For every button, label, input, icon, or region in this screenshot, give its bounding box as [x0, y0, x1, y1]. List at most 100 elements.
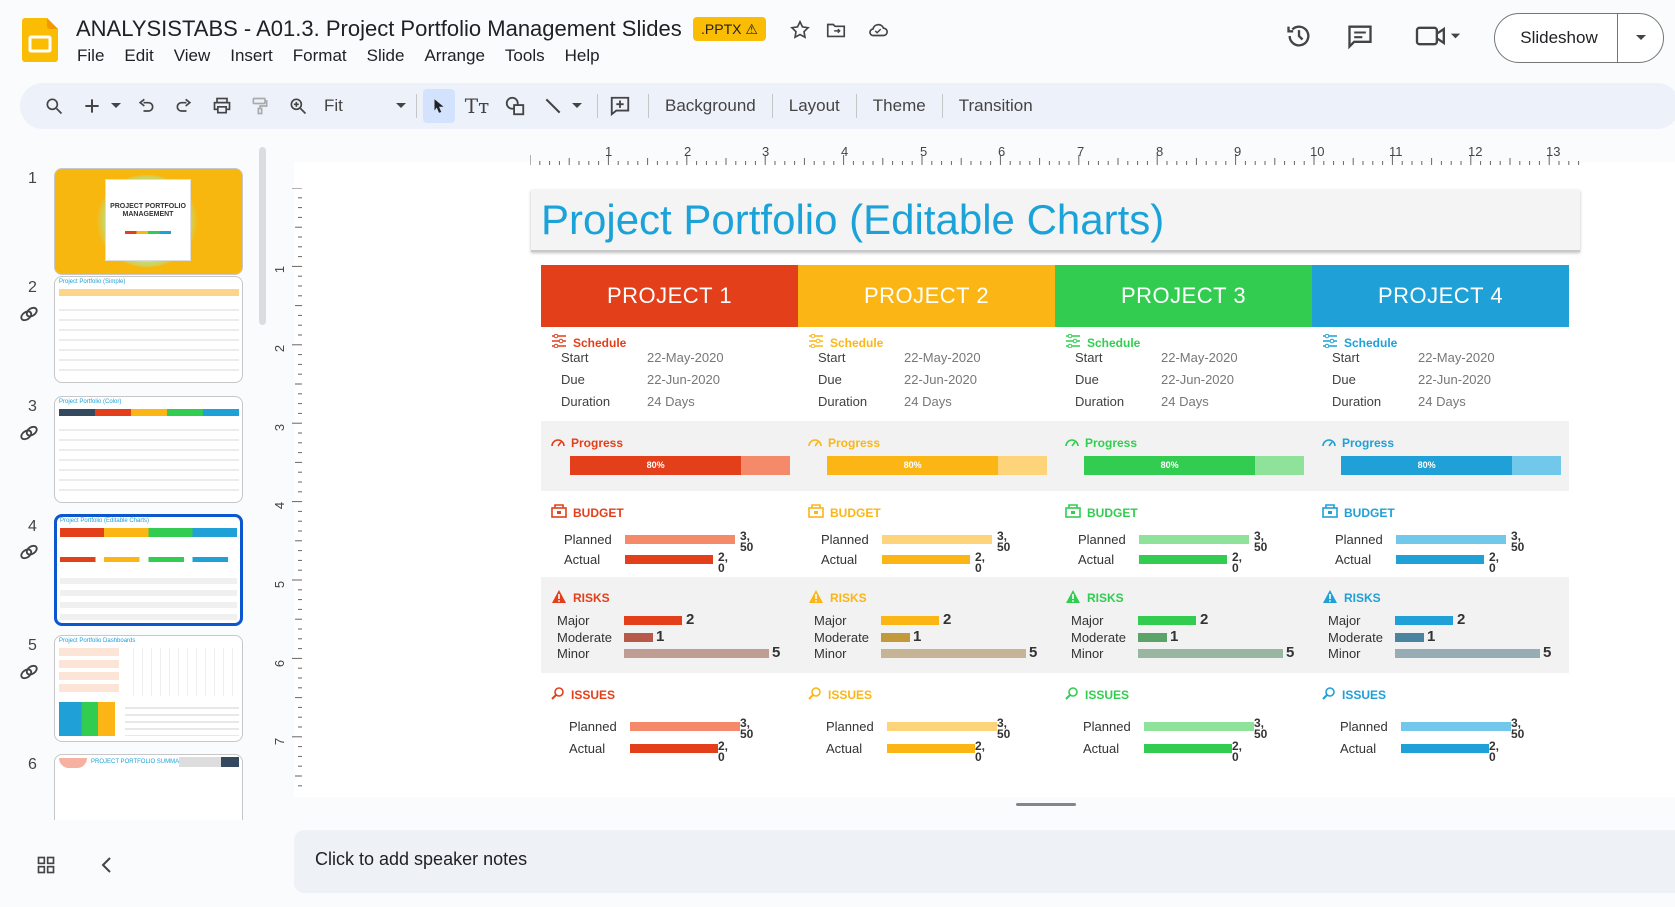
print-icon[interactable] — [206, 89, 238, 123]
project-header[interactable]: PROJECT 4 — [1312, 265, 1569, 327]
shape-icon[interactable] — [499, 89, 531, 123]
version-history-icon[interactable] — [1285, 22, 1313, 50]
duration-value: 24 Days — [1161, 394, 1209, 409]
wallet-icon — [551, 504, 567, 521]
star-icon[interactable] — [786, 16, 814, 44]
new-slide-dropdown-icon[interactable] — [108, 89, 124, 123]
linked-slide-icon[interactable] — [18, 422, 40, 444]
zoom-icon[interactable] — [282, 89, 314, 123]
pptx-format-badge[interactable]: .PPTX ⚠ — [693, 17, 766, 41]
slide-title[interactable]: Project Portfolio (Editable Charts) — [541, 196, 1165, 243]
paint-format-icon[interactable] — [244, 89, 276, 123]
slide-thumbnail-6[interactable]: PROJECT PORTFOLIO SUMMARY — [54, 754, 243, 820]
schedule-label: Schedule — [1087, 335, 1141, 350]
magnifier-icon — [1065, 686, 1079, 703]
text-box-icon[interactable]: Tт — [464, 94, 490, 118]
menu-insert[interactable]: Insert — [230, 46, 273, 65]
slide-title-box[interactable] — [531, 190, 1580, 252]
ruler-label: 3 — [762, 144, 770, 159]
schedule-label: Schedule — [830, 335, 884, 350]
theme-button[interactable]: Theme — [872, 96, 926, 115]
transition-button[interactable]: Transition — [958, 96, 1033, 115]
slideshow-button[interactable]: Slideshow — [1494, 13, 1664, 63]
thumb-caption: Project Portfolio (Editable Charts) — [60, 518, 150, 524]
slide-thumbnail-3[interactable]: Project Portfolio (Color) — [54, 396, 243, 503]
speaker-notes-placeholder[interactable]: Click to add speaker notes — [315, 849, 528, 869]
menu-format[interactable]: Format — [292, 46, 347, 65]
schedule-section — [1312, 327, 1569, 421]
speaker-notes-panel[interactable] — [294, 830, 1675, 893]
duration-value: 24 Days — [1418, 394, 1466, 409]
project-header[interactable]: PROJECT 1 — [541, 265, 798, 327]
menu-help[interactable]: Help — [564, 46, 600, 65]
collapse-filmstrip-icon[interactable] — [100, 856, 114, 874]
project-column-1[interactable]: PROJECT 1 Schedule Start 22-May-2020 Due… — [541, 265, 798, 765]
menu-view[interactable]: View — [173, 46, 211, 65]
menu-tools[interactable]: Tools — [504, 46, 545, 65]
slideshow-label[interactable]: Slideshow — [1520, 28, 1598, 47]
thumb-caption: PROJECT PORTFOLIO MANAGEMENT — [110, 203, 186, 218]
project-column-2[interactable]: PROJECT 2 Schedule Start 22-May-2020 Due… — [798, 265, 1055, 765]
gauge-icon — [1322, 435, 1336, 450]
project-header[interactable]: PROJECT 3 — [1055, 265, 1312, 327]
comments-icon[interactable] — [1346, 22, 1374, 50]
budget-actual-bar — [882, 555, 970, 564]
menu-file[interactable]: File — [77, 46, 105, 65]
budget-planned-bar — [625, 535, 735, 544]
slide-thumbnail-5[interactable]: Project Portfolio Dashboards — [54, 635, 243, 742]
zoom-select[interactable]: Fit — [320, 89, 410, 123]
ruler-label: 13 — [1546, 144, 1561, 159]
budget-planned-label: Planned — [821, 532, 869, 547]
due-label: Due — [561, 372, 585, 387]
project-column-3[interactable]: PROJECT 3 Schedule Start 22-May-2020 Due… — [1055, 265, 1312, 765]
document-title[interactable]: ANALYSISTABS - A01.3. Project Portfolio … — [76, 16, 682, 41]
slide-thumbnail-2[interactable]: Project Portfolio (Simple) — [54, 276, 243, 383]
new-slide-icon[interactable] — [76, 89, 108, 123]
start-date: 22-May-2020 — [904, 350, 981, 365]
cloud-status-icon[interactable] — [864, 16, 892, 44]
meet-camera-icon[interactable] — [1412, 22, 1464, 50]
issues-planned-label: Planned — [1340, 719, 1388, 734]
slideshow-dropdown-icon[interactable] — [1617, 14, 1663, 62]
horizontal-ruler[interactable] — [530, 143, 1580, 165]
thumb-table — [59, 301, 239, 377]
layout-button[interactable]: Layout — [788, 96, 840, 115]
slide-thumbnail-1[interactable]: PROJECT PORTFOLIO MANAGEMENT — [54, 168, 243, 275]
budget-actual-label: Actual — [564, 552, 601, 567]
issues-actual-value: 2,0 — [718, 741, 729, 761]
magnifier-icon — [551, 686, 565, 703]
menu-arrange[interactable]: Arrange — [424, 46, 485, 65]
gauge-icon — [1065, 435, 1079, 450]
insert-comment-icon[interactable] — [604, 89, 636, 123]
linked-slide-icon[interactable] — [18, 541, 40, 563]
schedule-icon — [808, 333, 824, 351]
grid-view-icon[interactable] — [36, 855, 56, 875]
menu-edit[interactable]: Edit — [124, 46, 154, 65]
budget-title: BUDGET — [1065, 504, 1138, 521]
linked-slide-icon[interactable] — [18, 303, 40, 325]
issues-actual-value: 2,0 — [975, 741, 986, 761]
vertical-ruler[interactable] — [280, 188, 302, 788]
slides-logo-icon[interactable] — [22, 18, 58, 62]
filmstrip-scrollbar[interactable] — [259, 147, 266, 325]
linked-slide-icon[interactable] — [18, 661, 40, 683]
move-folder-icon[interactable] — [822, 16, 850, 44]
risk-major-label: Major — [814, 613, 847, 628]
line-icon[interactable] — [537, 89, 569, 123]
line-dropdown-icon[interactable] — [569, 89, 585, 123]
due-label: Due — [818, 372, 842, 387]
slide-number: 4 — [28, 518, 37, 535]
project-column-4[interactable]: PROJECT 4 Schedule Start 22-May-2020 Due… — [1312, 265, 1569, 765]
slide-thumbnail-4[interactable]: Project Portfolio (Editable Charts) — [54, 514, 243, 626]
undo-icon[interactable] — [130, 89, 162, 123]
project-header[interactable]: PROJECT 2 — [798, 265, 1055, 327]
notes-resize-handle[interactable] — [1016, 803, 1076, 806]
budget-actual-bar — [1396, 555, 1484, 564]
select-tool-icon[interactable] — [423, 89, 455, 123]
redo-icon[interactable] — [168, 89, 200, 123]
menu-slide[interactable]: Slide — [366, 46, 405, 65]
risk-minor-bar — [881, 649, 1026, 658]
search-menus-icon[interactable] — [38, 89, 70, 123]
background-button[interactable]: Background — [665, 96, 756, 115]
issues-planned-label: Planned — [826, 719, 874, 734]
